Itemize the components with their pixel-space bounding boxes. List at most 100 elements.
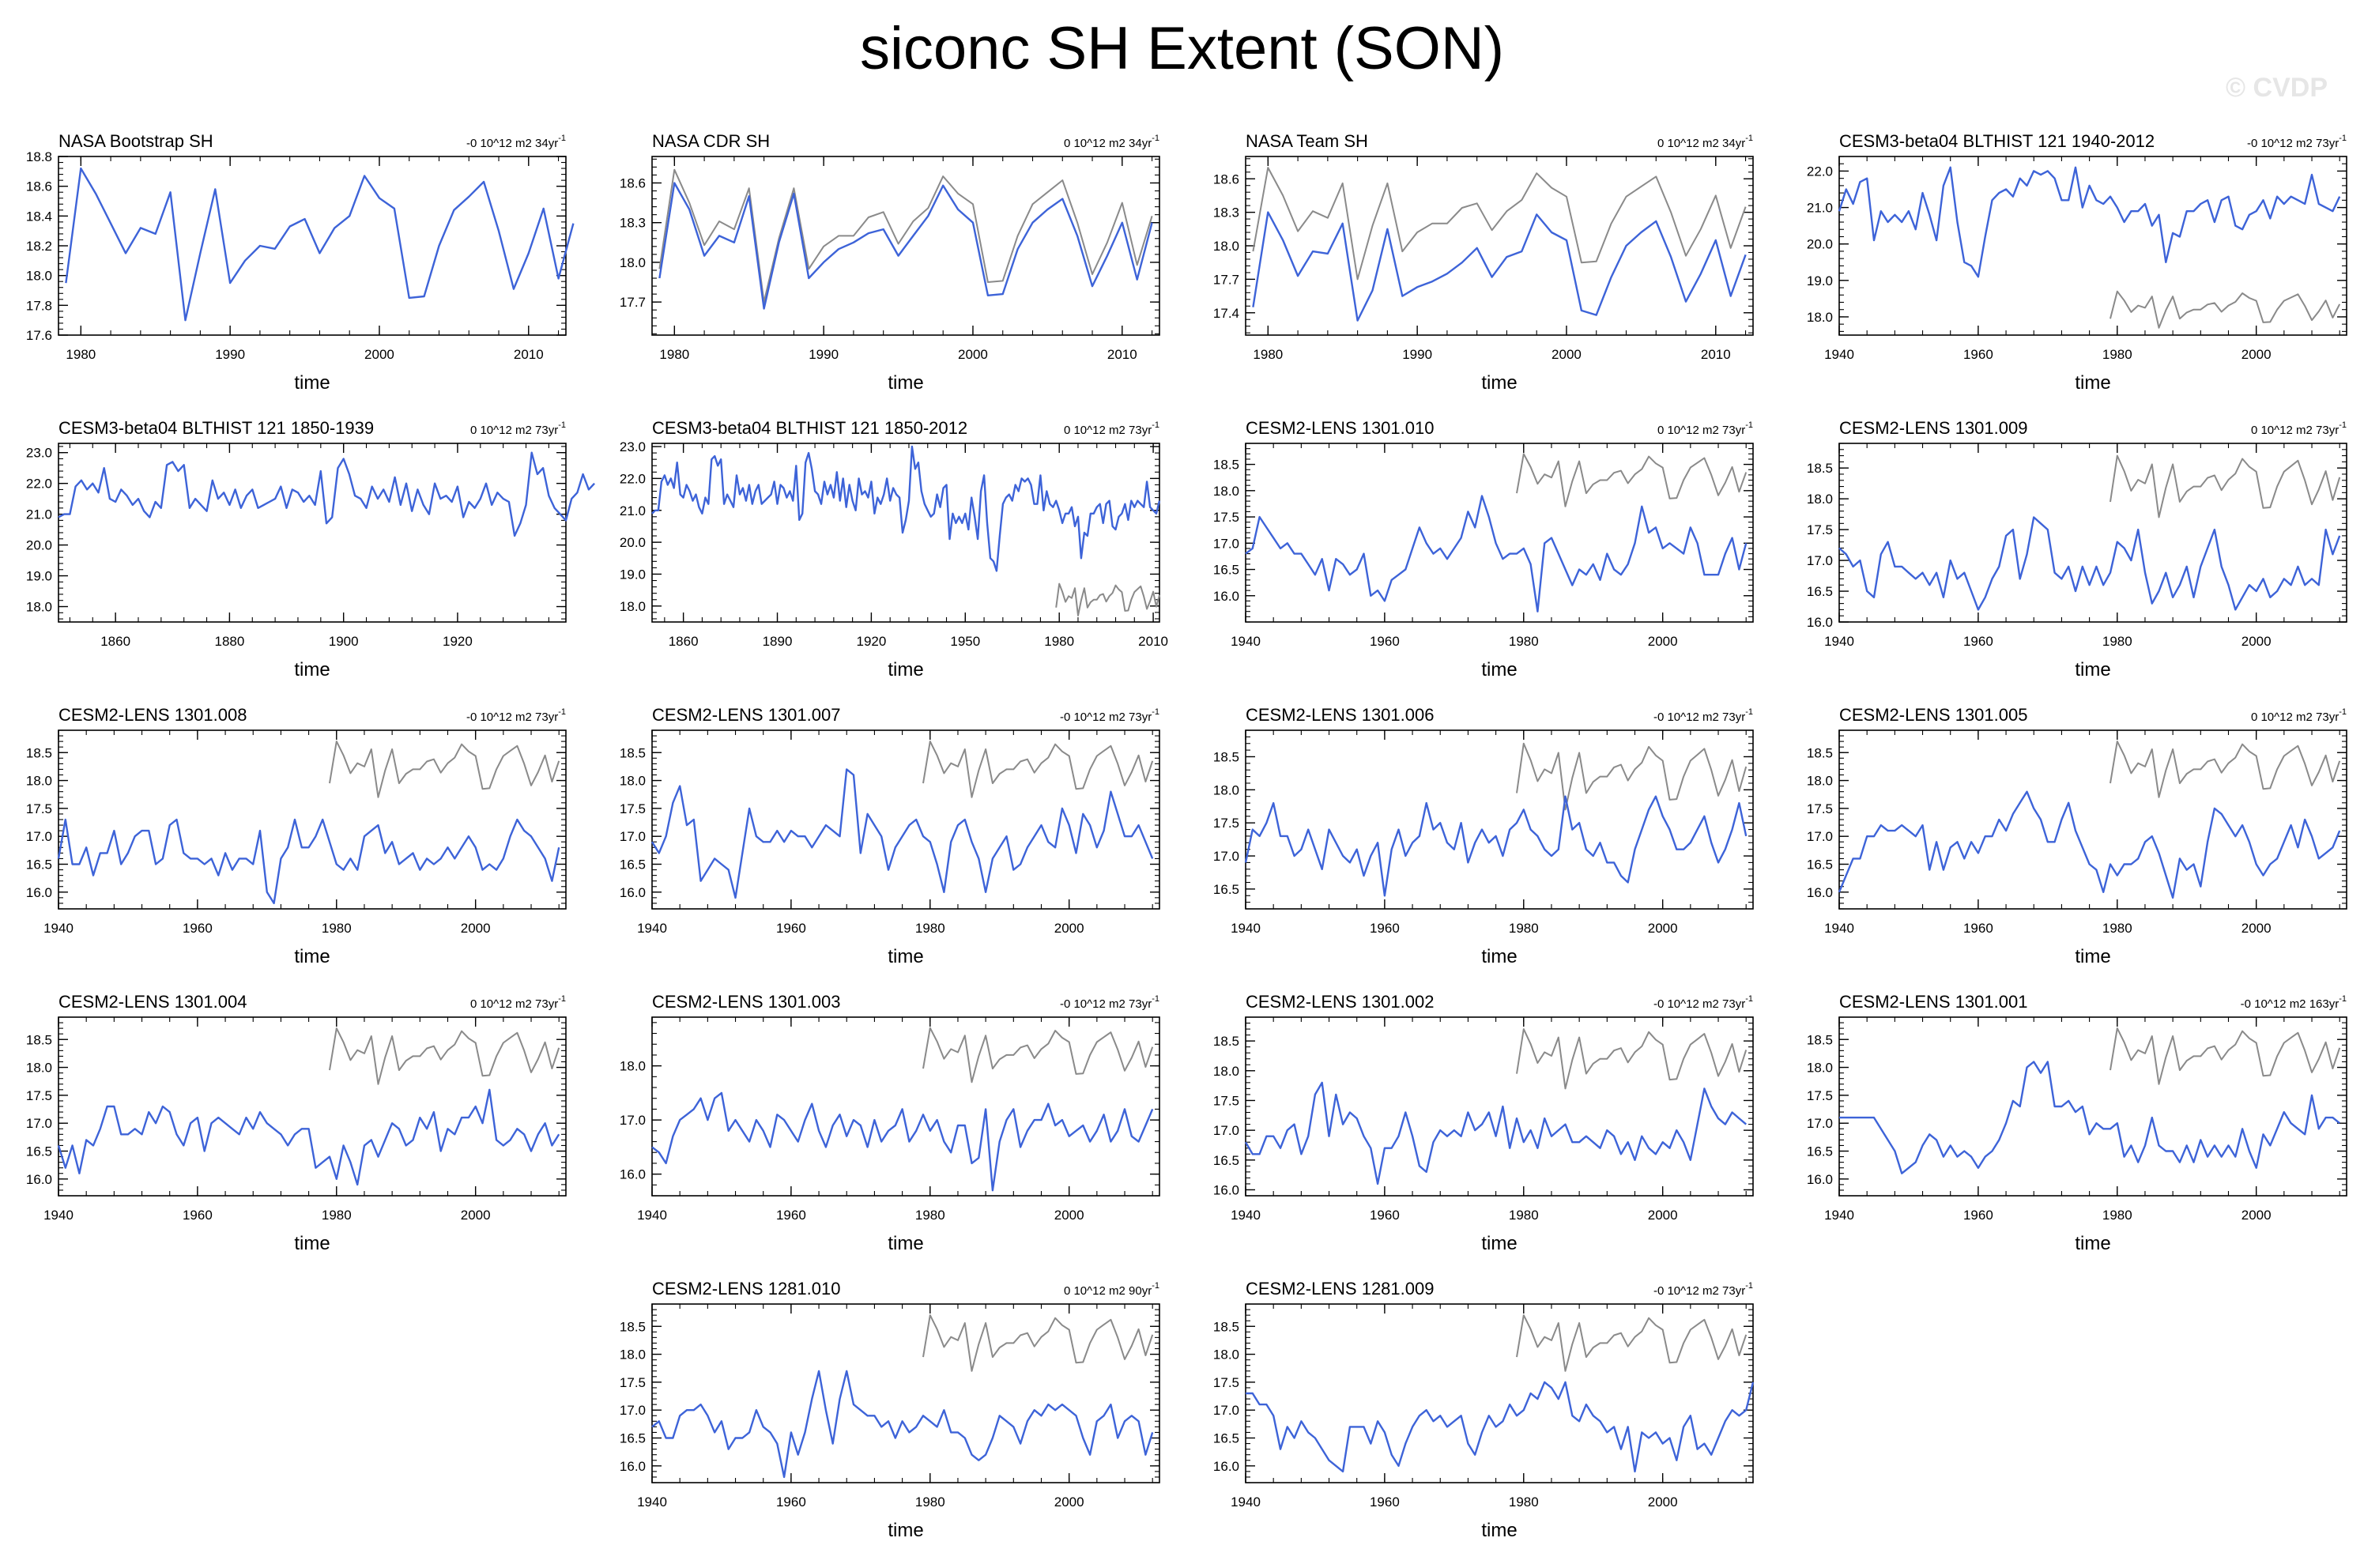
y-tick-label: 17.8	[26, 298, 52, 313]
x-tick-label: 2000	[364, 347, 394, 362]
y-tick-label: 17.0	[1213, 1123, 1239, 1138]
x-tick-label: 1950	[950, 634, 980, 649]
x-tick-label: 1890	[763, 634, 793, 649]
y-tick-label: 17.0	[26, 1116, 52, 1131]
obs-series-line	[2110, 290, 2341, 329]
obs-series-line	[1516, 742, 1748, 811]
x-tick-label: 1920	[856, 634, 886, 649]
panel-title: NASA CDR SH	[652, 131, 770, 151]
model-series-line	[58, 451, 595, 537]
stat-superscript: -1	[2339, 707, 2347, 717]
x-tick-label: 1990	[809, 347, 839, 362]
panel-16: CESM2-LENS 1301.001 -0 10^12 m2 163yr-1 16…	[1807, 992, 2347, 1254]
x-tick-label: 1960	[776, 1494, 806, 1510]
x-tick-label: 1940	[1231, 921, 1261, 936]
panel-5: CESM3-beta04 BLTHIST 121 1850-1939 0 10^1…	[26, 418, 595, 680]
y-tick-label: 16.5	[1213, 882, 1239, 897]
y-tick-label: 17.5	[620, 1375, 646, 1390]
x-tick-label: 2000	[2241, 634, 2272, 649]
stat-superscript: -1	[558, 134, 566, 143]
stat-superscript: -1	[558, 420, 566, 430]
y-tick-label: 18.0	[1213, 239, 1239, 254]
x-tick-label: 1960	[1963, 347, 1993, 362]
y-tick-label: 17.5	[1213, 1375, 1239, 1390]
y-tick-label: 18.5	[1213, 749, 1239, 764]
y-tick-label: 16.0	[26, 1172, 52, 1187]
x-tick-label: 2000	[1551, 347, 1582, 362]
y-tick-label: 16.5	[1213, 563, 1239, 578]
x-tick-label: 1960	[1370, 1208, 1400, 1223]
panel-11: CESM2-LENS 1301.006 -0 10^12 m2 73yr-1 16.…	[1213, 705, 1754, 967]
y-tick-label: 18.5	[26, 745, 52, 760]
panel-title: CESM2-LENS 1301.001	[1839, 992, 2027, 1012]
panel-stat: 0 10^12 m2 73yr-1	[1657, 420, 1753, 437]
y-tick-label: 18.0	[1807, 492, 1833, 507]
x-tick-label: 1860	[669, 634, 699, 649]
x-tick-label: 1990	[215, 347, 245, 362]
panel-title: NASA Team SH	[1246, 131, 1368, 151]
model-series-line	[57, 818, 560, 905]
x-tick-label: 1980	[2102, 634, 2132, 649]
plot-frame	[1245, 156, 1754, 336]
x-tick-label: 2000	[2241, 347, 2272, 362]
plot-frame	[1245, 729, 1754, 910]
x-tick-label: 1980	[322, 921, 352, 936]
x-axis-label: time	[2075, 372, 2110, 394]
y-tick-label: 17.5	[620, 801, 646, 816]
x-tick-label: 2000	[1648, 634, 1678, 649]
x-tick-label: 1980	[2102, 347, 2132, 362]
x-axis-label: time	[294, 659, 330, 680]
stat-superscript: -1	[558, 994, 566, 1004]
panel-stat: -0 10^12 m2 73yr-1	[1653, 707, 1753, 724]
panel-title: NASA Bootstrap SH	[58, 131, 213, 151]
y-tick-label: 17.0	[26, 829, 52, 844]
stat-superscript: -1	[1745, 1281, 1753, 1291]
panel-stat: 0 10^12 m2 73yr-1	[470, 420, 566, 437]
model-series-line	[1244, 795, 1748, 897]
y-tick-label: 16.5	[26, 858, 52, 873]
y-tick-label: 18.5	[620, 1319, 646, 1334]
y-tick-label: 17.4	[1213, 306, 1239, 321]
x-tick-label: 2000	[1054, 1494, 1084, 1510]
panel-stat: -0 10^12 m2 73yr-1	[1060, 994, 1159, 1011]
model-series-line	[1244, 1081, 1747, 1185]
y-tick-label: 17.5	[1807, 801, 1833, 816]
y-tick-label: 16.0	[1213, 589, 1239, 604]
x-tick-label: 1900	[329, 634, 359, 649]
panel-2: NASA CDR SH 0 10^12 m2 34yr-1 17.7 18.0 18.3…	[620, 131, 1160, 394]
panel-stat: -0 10^12 m2 73yr-1	[1653, 1281, 1753, 1298]
panel-8: CESM2-LENS 1301.009 0 10^12 m2 73yr-1 16.0…	[1807, 418, 2347, 680]
x-axis-label: time	[1481, 659, 1517, 680]
stat-superscript: -1	[2339, 134, 2347, 143]
y-tick-label: 20.0	[1807, 237, 1833, 252]
obs-series-line	[2110, 1027, 2341, 1085]
y-tick-label: 18.0	[1807, 774, 1833, 789]
x-tick-label: 1940	[1824, 1208, 1854, 1223]
x-tick-label: 1940	[43, 1208, 74, 1223]
panel-stat: 0 10^12 m2 34yr-1	[1064, 134, 1159, 150]
x-tick-label: 2000	[2241, 1208, 2272, 1223]
panel-title: CESM2-LENS 1301.010	[1246, 418, 1434, 438]
model-series-line	[651, 1091, 1154, 1192]
x-tick-label: 2000	[1648, 1494, 1678, 1510]
obs-series-line	[1516, 1314, 1748, 1372]
panel-stat: -0 10^12 m2 73yr-1	[1653, 994, 1753, 1011]
panel-title: CESM2-LENS 1301.005	[1839, 705, 2027, 725]
x-axis-label: time	[888, 372, 923, 394]
y-tick-label: 16.5	[1807, 1144, 1833, 1159]
x-tick-label: 1940	[1231, 1494, 1261, 1510]
x-tick-label: 1960	[1370, 921, 1400, 936]
stat-superscript: -1	[1745, 994, 1753, 1004]
y-tick-label: 16.0	[1213, 1182, 1239, 1197]
x-tick-label: 1960	[1370, 1494, 1400, 1510]
y-tick-label: 22.0	[620, 471, 646, 486]
model-series-line	[658, 182, 1153, 310]
x-tick-label: 2000	[1054, 1208, 1084, 1223]
y-tick-label: 18.5	[1213, 1319, 1239, 1334]
x-tick-label: 1960	[1370, 634, 1400, 649]
y-tick-label: 18.2	[26, 239, 52, 254]
y-tick-label: 17.0	[1213, 536, 1239, 551]
y-tick-label: 18.0	[620, 1059, 646, 1074]
plot-frame	[651, 729, 1160, 910]
y-tick-label: 17.5	[1213, 1093, 1239, 1108]
